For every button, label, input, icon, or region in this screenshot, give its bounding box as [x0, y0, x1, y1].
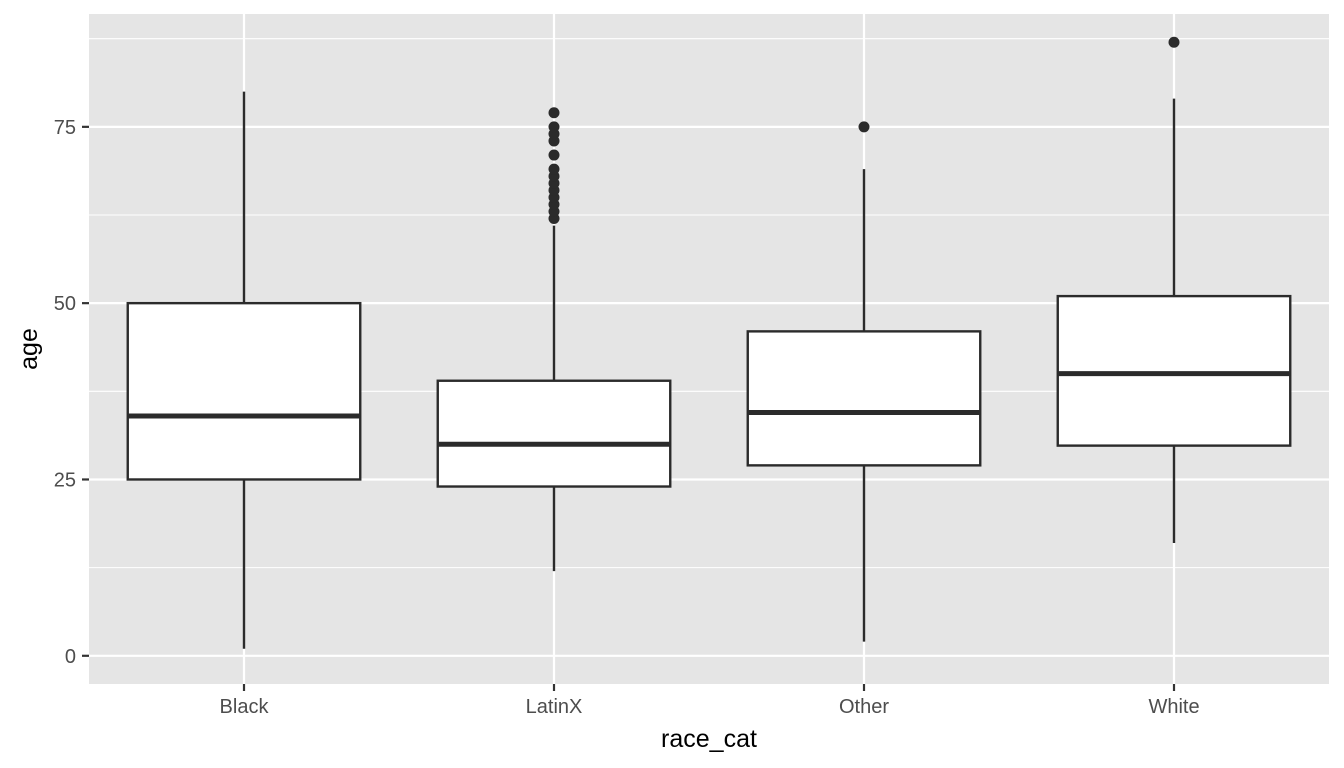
y-tick-label: 25	[54, 469, 76, 491]
x-tick-label: Black	[220, 696, 270, 718]
outlier-point	[1168, 36, 1180, 48]
x-tick-label: Other	[839, 696, 889, 718]
box-group	[126, 91, 362, 649]
outlier-point	[548, 121, 560, 133]
y-tick-label: 75	[54, 117, 76, 139]
outlier-point	[548, 149, 560, 161]
box	[1056, 294, 1292, 447]
box-group	[436, 107, 672, 572]
y-axis: 0 25 50 75	[54, 117, 89, 668]
outlier-point	[548, 163, 560, 175]
box	[746, 330, 982, 467]
box	[126, 301, 362, 481]
y-axis-title: age	[15, 328, 43, 370]
box-group	[746, 121, 982, 642]
outlier-point	[858, 121, 870, 133]
x-tick-label: LatinX	[526, 696, 583, 718]
x-tick-label: White	[1148, 696, 1199, 718]
box-layer	[126, 36, 1292, 649]
y-tick-label: 0	[65, 646, 76, 668]
y-tick-label: 50	[54, 293, 76, 315]
outlier-point	[548, 107, 560, 119]
x-axis-title: race_cat	[661, 725, 757, 753]
box-group	[1056, 36, 1292, 543]
x-axis: Black LatinX Other White	[220, 684, 1200, 718]
box	[436, 379, 672, 488]
